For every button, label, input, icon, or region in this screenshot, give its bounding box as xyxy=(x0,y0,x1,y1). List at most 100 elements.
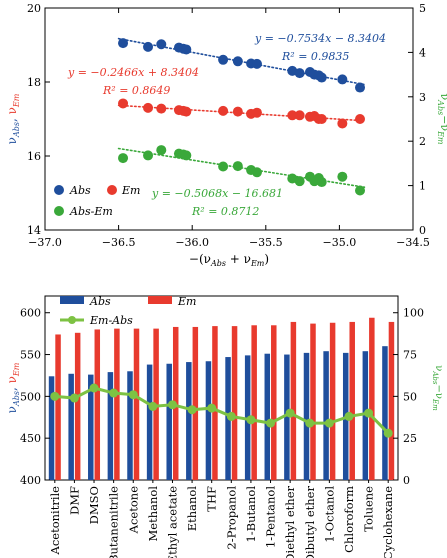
bar-legend: Abs Em Em-Abs xyxy=(60,295,196,327)
category-label: Butanenitrile xyxy=(107,486,121,558)
bar-y-ticks-right: 0 25 50 75 100 xyxy=(393,307,424,487)
scatter-point-abs xyxy=(218,54,229,65)
bar-abs xyxy=(146,364,153,480)
bar-em xyxy=(271,325,277,480)
em-abs-point xyxy=(246,415,256,425)
legend-absem-marker xyxy=(54,206,64,216)
scatter-point-abs xyxy=(294,68,305,79)
category-label: Acetone xyxy=(126,486,140,535)
em-abs-point xyxy=(344,411,354,421)
bar-chart: 400 450 500 550 600 0 25 50 75 100 Acetonitrile D… xyxy=(5,295,444,558)
bar-y-tick-label: 450 xyxy=(20,432,41,445)
scatter-y2-tick-label: 5 xyxy=(419,2,426,15)
scatter-y-ticks-left: 14 16 18 20 xyxy=(27,2,50,237)
scatter-point-abs xyxy=(316,72,327,83)
bar-y2-tick-label: 75 xyxy=(403,349,417,362)
legend-abs-label: Abs xyxy=(69,184,91,197)
bar-em xyxy=(388,321,395,480)
bar-y-tick-label: 400 xyxy=(20,474,41,487)
bar-plot-frame xyxy=(44,295,399,481)
scatter-points xyxy=(118,38,366,196)
em-abs-point xyxy=(226,411,236,421)
bar-y2-tick-label: 0 xyxy=(403,474,410,487)
scatter-point-absem xyxy=(181,150,192,161)
bar-em xyxy=(74,332,81,480)
scatter-y-tick-label: 14 xyxy=(27,224,41,237)
scatter-point-abs xyxy=(232,56,243,67)
scatter-point-em xyxy=(355,114,366,124)
bar-abs xyxy=(107,372,114,480)
bar-em xyxy=(55,334,61,480)
bar-y-ticks-left: 400 450 500 550 600 xyxy=(20,307,50,487)
scatter-y-tick-label: 16 xyxy=(27,150,41,163)
scatter-point-em xyxy=(287,110,298,121)
scatter-point-em xyxy=(118,98,129,109)
em-abs-point xyxy=(50,391,60,401)
em-abs-point xyxy=(364,408,374,418)
scatter-y-ticks-right: 0 1 2 3 4 5 xyxy=(408,2,426,237)
scatter-point-em xyxy=(294,110,305,121)
em-abs-point xyxy=(109,388,119,398)
legend-bar-abs-label: Abs xyxy=(89,295,111,308)
scatter-point-absem xyxy=(143,150,154,161)
bar-abs xyxy=(186,362,192,480)
bar-category-ticks: Acetonitrile DMF DMSO Butanenitrile Acetone M… xyxy=(48,480,395,558)
category-label: 1-Octanol xyxy=(322,486,336,543)
bar-em xyxy=(369,317,375,480)
category-label: Cyclohexane xyxy=(381,486,395,558)
scatter-ylabel-left: νAbs, νEm xyxy=(5,93,21,144)
em-abs-point xyxy=(324,418,334,428)
scatter-x-ticks: −37.0 −36.5 −36.0 −35.5 −35.0 −34.5 xyxy=(28,8,430,249)
scatter-point-em xyxy=(181,106,192,117)
scatter-y2-tick-label: 4 xyxy=(419,46,426,59)
abs-fit-r2: R² = 0.9835 xyxy=(281,50,349,63)
scatter-x-tick-label: −36.5 xyxy=(102,236,136,249)
bar-em xyxy=(231,326,238,480)
bar-abs xyxy=(127,371,133,480)
category-label: 1-Pentanol xyxy=(264,486,278,548)
category-label: Methanol xyxy=(146,486,160,542)
em-abs-point xyxy=(285,408,295,418)
scatter-chart: −37.0 −36.5 −36.0 −35.5 −35.0 −34.5 14161820 … xyxy=(5,2,447,268)
scatter-point-em xyxy=(232,106,243,117)
bar-y2-tick-label: 100 xyxy=(403,307,424,320)
abs-fit-equation: y = −0.7534x − 8.3404 xyxy=(254,32,386,45)
scatter-point-abs xyxy=(355,82,366,93)
bar-em xyxy=(192,326,199,480)
scatter-x-tick-label: −37.0 xyxy=(28,236,62,249)
scatter-point-em xyxy=(156,103,167,114)
category-label: THF xyxy=(205,486,219,512)
scatter-point-abs xyxy=(118,38,129,49)
scatter-y-tick-label: 20 xyxy=(27,2,41,15)
category-label: 1-Butanol xyxy=(244,486,258,543)
bar-ylabel-right: νAbs−νEm xyxy=(431,365,444,411)
bar-abs xyxy=(166,363,172,480)
category-label: DMSO xyxy=(87,486,101,524)
bar-abs xyxy=(264,353,271,480)
em-abs-point xyxy=(148,401,158,411)
em-abs-point xyxy=(89,383,99,393)
scatter-point-absem xyxy=(316,177,327,188)
bar-em xyxy=(251,325,257,480)
bar-ylabel-left: νAbs, νEm xyxy=(5,362,21,413)
scatter-x-tick-label: −34.5 xyxy=(396,236,430,249)
category-label: DMF xyxy=(67,486,81,515)
bar-abs xyxy=(205,361,212,480)
scatter-point-abs xyxy=(181,44,192,55)
scatter-point-absem xyxy=(294,176,305,187)
bar-y-tick-label: 550 xyxy=(20,349,41,362)
legend-bar-abs-swatch xyxy=(60,296,84,304)
scatter-ylabel-right: νAbs−νEm xyxy=(436,93,447,144)
em-fit-r2: R² = 0.8649 xyxy=(102,84,170,97)
bar-em xyxy=(290,321,297,480)
bar-abs xyxy=(303,352,310,480)
bar-marks xyxy=(48,317,395,480)
scatter-legend: Abs Em Abs-Em xyxy=(54,184,140,218)
scatter-point-abs xyxy=(337,74,348,85)
scatter-x-tick-label: −36.0 xyxy=(175,236,209,249)
legend-line-marker xyxy=(68,316,76,324)
absem-fit-equation: y = −0.5068x − 16.681 xyxy=(151,187,283,200)
legend-abs-marker xyxy=(54,185,64,195)
category-label: Acetonitrile xyxy=(48,486,62,556)
